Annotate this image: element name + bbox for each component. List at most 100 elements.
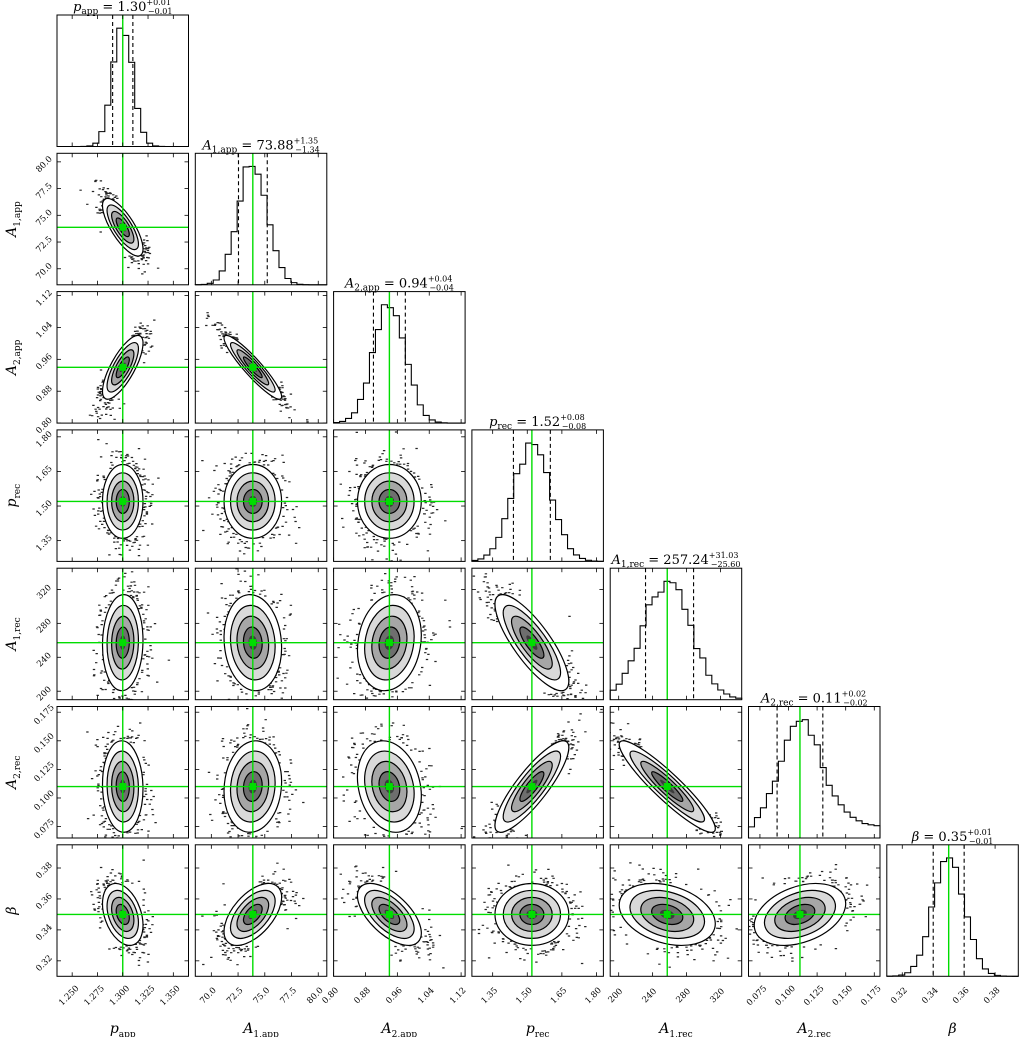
- histogram-step: [471, 442, 604, 562]
- x-tick-label: 1.65: [549, 986, 569, 1006]
- truth-marker: [385, 783, 393, 791]
- x-tick-label: 1.250: [57, 984, 81, 1008]
- truth-marker: [663, 910, 671, 918]
- truth-marker: [385, 497, 393, 505]
- panel-A1_app-vs-p_app: [56, 152, 189, 286]
- y-axis-title-A1_app: A1,app: [4, 201, 23, 239]
- histogram-A2_app: A2,app = 0.94+0.04 −0.04: [333, 275, 466, 424]
- y-ticks-p_rec: [333, 436, 466, 542]
- panel-content: [57, 153, 189, 285]
- truth-marker: [249, 497, 257, 505]
- x-tick-label: 320: [708, 987, 727, 1006]
- x-tick-label: 0.88: [352, 986, 372, 1006]
- y-tick-label: 320: [35, 583, 54, 602]
- truth-marker: [119, 639, 127, 647]
- x-tick-label: 1.50: [514, 986, 534, 1006]
- histogram-A1_app: A1,app = 73.88+1.35 −1.34: [194, 136, 328, 286]
- truth-marker: [119, 497, 127, 505]
- x-ticks-p_app: [71, 291, 174, 424]
- panel-beta-vs-A1_rec: [609, 844, 743, 977]
- truth-marker: [528, 639, 536, 647]
- y-tick-label: 0.96: [34, 352, 54, 372]
- x-tick-label: 70.0: [198, 986, 218, 1006]
- x-ticks-p_app: [71, 429, 174, 562]
- x-tick-label: 0.100: [774, 984, 798, 1008]
- histogram-p_app: papp = 1.30+0.01 −0.01: [56, 0, 189, 148]
- histogram-step: [886, 857, 1019, 977]
- truth-marker: [385, 910, 393, 918]
- y-ticks-beta: [610, 867, 742, 962]
- panel-frame: [333, 844, 466, 977]
- y-tick-label: 0.36: [34, 892, 54, 912]
- y-tick-label: 0.38: [34, 861, 54, 881]
- histogram-p_rec: prec = 1.52+0.08 −0.08: [471, 413, 604, 562]
- x-ticks-p_app: [71, 706, 174, 838]
- truth-marker: [249, 910, 257, 918]
- x-tick-label: 0.38: [982, 986, 1002, 1006]
- panel-content: [333, 706, 466, 838]
- panel-content: [471, 706, 604, 838]
- truth-marker: [119, 910, 127, 918]
- panel-frame: [609, 844, 743, 977]
- title-p_rec: prec = 1.52+0.08 −0.08: [489, 413, 586, 432]
- y-ticks-A1_rec: [333, 589, 466, 692]
- x-ticks-p_app: [71, 153, 174, 285]
- y-tick-label: 1.35: [34, 533, 54, 553]
- panel-A2_rec-vs-A1_app: [194, 706, 328, 839]
- x-tick-label: 0.80: [321, 986, 341, 1006]
- x-ticks-p_rec: [492, 429, 597, 562]
- histogram-step: [609, 580, 743, 700]
- y-tick-label: 75.0: [34, 208, 54, 228]
- x-ticks-A2_app: [333, 568, 462, 700]
- x-tick-label: 77.5: [278, 986, 298, 1006]
- panel-A2_rec-vs-A2_app: [333, 706, 466, 839]
- panel-content: [748, 844, 880, 977]
- panel-A2_app-vs-p_app: [56, 291, 189, 424]
- histogram-A1_rec: A1,rec = 257.24+31.03 −25.60: [609, 551, 743, 701]
- truth-marker: [528, 910, 536, 918]
- y-axis-title-A2_app: A2,app: [4, 339, 23, 377]
- truth-marker: [119, 223, 127, 231]
- y-ticks-beta: [195, 867, 327, 962]
- x-tick-label: 1.300: [108, 984, 132, 1008]
- truth-marker: [119, 363, 127, 371]
- y-tick-label: 1.04: [34, 320, 54, 340]
- x-ticks-A1_rec: [618, 706, 721, 838]
- panel-content: [57, 568, 189, 700]
- y-tick-label: 0.88: [34, 384, 54, 404]
- x-ticks-p_rec: [492, 568, 597, 700]
- panel-A1_rec-vs-A1_app: [194, 567, 328, 701]
- y-ticks-A2_rec: [333, 711, 466, 827]
- x-ticks-p_app: [71, 15, 174, 147]
- x-tick-label: 1.80: [583, 986, 603, 1006]
- y-tick-label: 0.175: [32, 703, 56, 727]
- y-tick-label: 70.0: [34, 261, 54, 281]
- x-ticks-A1_rec: [618, 568, 721, 700]
- scatter-points: [610, 862, 738, 968]
- panel-bg: [610, 706, 742, 838]
- title-A2_rec: A2,rec = 0.11+0.02 −0.02: [760, 690, 868, 709]
- y-ticks-A2_rec: [610, 711, 742, 827]
- x-ticks-A1_app: [210, 291, 319, 424]
- panel-p_rec-vs-A2_app: [333, 429, 466, 562]
- x-tick-label: 0.175: [859, 984, 883, 1008]
- truth-marker: [663, 783, 671, 791]
- y-tick-label: 0.075: [32, 817, 56, 841]
- y-ticks-A2_rec: [471, 711, 604, 827]
- panel-p_rec-vs-A1_app: [194, 429, 328, 562]
- panel-frame: [748, 844, 881, 977]
- panel-content: [195, 706, 327, 838]
- y-axis-title-A1_rec: A1,rec: [4, 617, 23, 652]
- panel-frame: [333, 567, 466, 701]
- histogram-step: [747, 719, 881, 838]
- y-tick-label: 0.100: [32, 789, 56, 813]
- panel-content: [333, 844, 466, 977]
- y-tick-label: 80.0: [34, 154, 54, 174]
- panel-A2_app-vs-A1_app: [194, 291, 328, 424]
- panel-content: [57, 291, 189, 424]
- panel-beta-vs-A2_rec: [748, 844, 881, 977]
- x-tick-label: 1.35: [480, 986, 500, 1006]
- x-ticks-A1_app: [210, 153, 319, 285]
- y-ticks-beta: [333, 867, 466, 962]
- truth-marker: [796, 910, 804, 918]
